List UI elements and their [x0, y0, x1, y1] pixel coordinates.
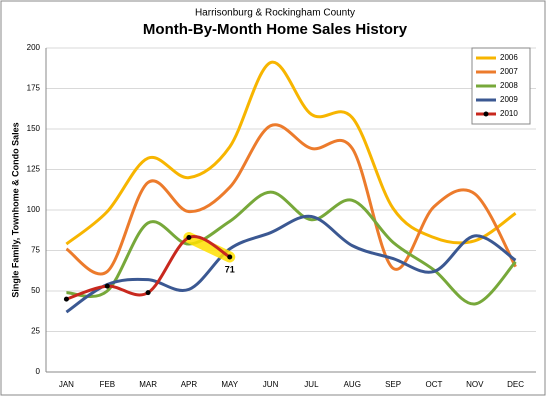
legend-marker — [483, 111, 489, 117]
y-tick-label: 150 — [27, 124, 41, 133]
series-line — [65, 214, 517, 314]
y-tick-label: 200 — [27, 43, 41, 52]
x-tick-label: AUG — [344, 380, 361, 389]
point-marker — [104, 283, 110, 289]
y-tick-label: 175 — [27, 84, 41, 93]
x-tick-label: APR — [181, 380, 198, 389]
data-label: 71 — [225, 264, 235, 274]
x-tick-label: MAR — [139, 380, 157, 389]
y-tick-label: 125 — [27, 165, 41, 174]
point-marker — [63, 296, 69, 302]
point-marker — [145, 290, 151, 296]
point-marker — [186, 235, 192, 241]
y-tick-label: 100 — [27, 205, 41, 214]
series-line — [65, 123, 517, 276]
chart-title: Month-By-Month Home Sales History — [143, 21, 408, 38]
x-tick-label: MAY — [221, 380, 238, 389]
legend-label: 2006 — [500, 53, 518, 62]
x-tick-label: DEC — [507, 380, 524, 389]
y-axis-label: Single Family, Townhome & Condo Sales — [10, 122, 20, 297]
x-tick-label: NOV — [466, 380, 484, 389]
x-tick-label: JUL — [304, 380, 319, 389]
y-tick-label: 25 — [31, 327, 40, 336]
y-tick-label: 50 — [31, 286, 40, 295]
frame — [0, 0, 546, 396]
x-tick-label: JUN — [263, 380, 279, 389]
legend-label: 2008 — [500, 81, 518, 90]
legend-label: 2009 — [500, 95, 518, 104]
x-tick-label: FEB — [99, 380, 115, 389]
legend-label: 2007 — [500, 67, 518, 76]
legend-label: 2010 — [500, 109, 518, 118]
point-marker — [227, 254, 233, 260]
series-line — [65, 60, 517, 246]
x-tick-label: OCT — [425, 380, 442, 389]
x-tick-label: JAN — [59, 380, 74, 389]
chart-subtitle: Harrisonburg & Rockingham County — [195, 8, 355, 19]
x-tick-label: SEP — [385, 380, 401, 389]
y-tick-label: 0 — [36, 367, 41, 376]
y-tick-label: 75 — [31, 246, 40, 255]
